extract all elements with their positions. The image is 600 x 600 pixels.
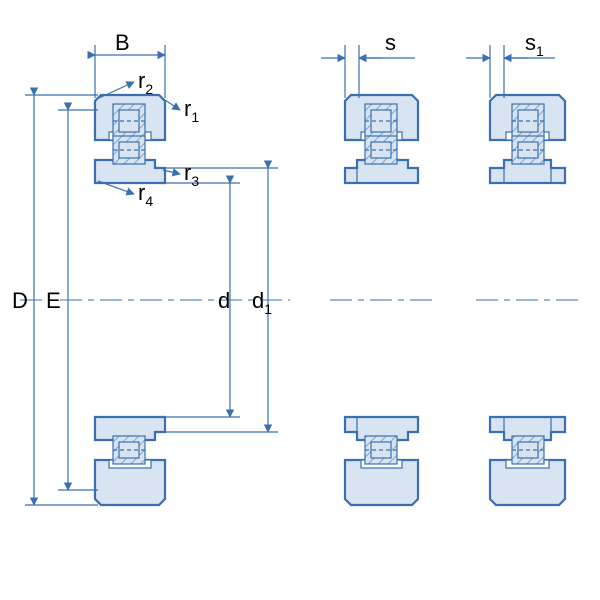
dim-B-label: B (115, 30, 130, 55)
dim-r1-label: r1 (184, 96, 199, 125)
dim-s1-label: s1 (525, 30, 544, 59)
dim-E-label: E (46, 288, 61, 313)
bearing-drawing: B DEd d1 s s1 r2 r1 r3 r4 (0, 0, 600, 600)
dim-r2-label: r2 (138, 68, 153, 97)
dim-D-label: D (12, 288, 28, 313)
dim-d-label: d (218, 288, 230, 313)
dim-r3-label: r3 (184, 160, 199, 189)
dim-s-label: s (385, 30, 396, 55)
dim-d1-label: d1 (252, 288, 272, 317)
dim-r4-label: r4 (138, 180, 153, 209)
